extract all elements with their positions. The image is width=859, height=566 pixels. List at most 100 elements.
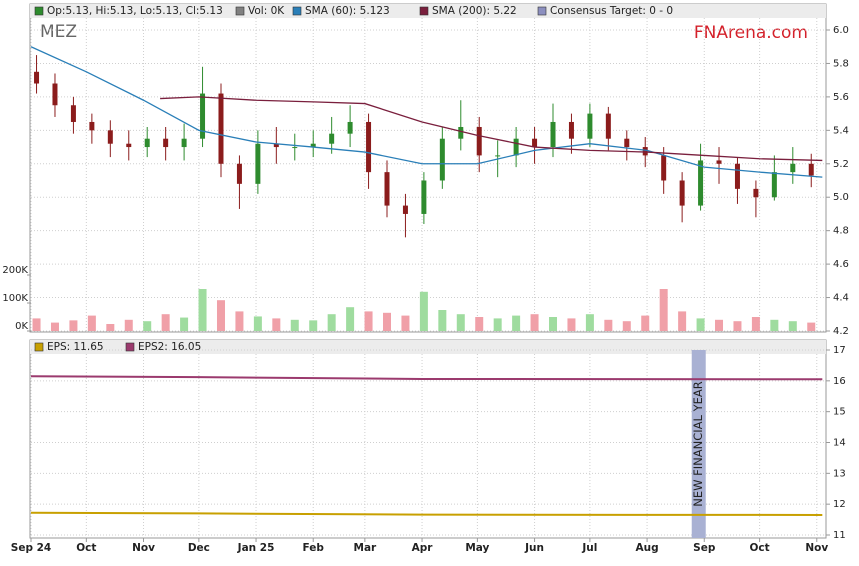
candle-body <box>181 138 187 148</box>
candle-body <box>439 138 445 181</box>
candle-body <box>550 121 556 148</box>
x-tick-label: Dec <box>188 542 210 554</box>
volume-bar <box>567 318 576 331</box>
volume-bar <box>659 289 668 331</box>
y-tick-label: 15 <box>833 407 846 418</box>
volume-bar <box>32 318 41 331</box>
candle-body <box>513 138 519 156</box>
volume-tick-label: 100K <box>2 293 28 304</box>
legend-label: SMA (60): 5.123 <box>305 5 390 17</box>
y-tick-label: 4.8 <box>833 226 849 237</box>
volume-bar <box>530 314 539 331</box>
volume-bar <box>475 317 484 331</box>
candle-body <box>255 143 261 184</box>
volume-bar <box>235 311 244 331</box>
candle-body <box>642 147 648 156</box>
candle-body <box>734 163 740 189</box>
candle-body <box>753 188 759 198</box>
legend-label: SMA (200): 5.22 <box>432 5 517 17</box>
legend-label: EPS2: 16.05 <box>138 341 201 353</box>
series-line <box>30 46 823 178</box>
volume-bar <box>419 291 428 331</box>
candle-body <box>347 121 353 134</box>
candle-body <box>236 163 242 184</box>
legend-label: Op:5.13, Hi:5.13, Lo:5.13, Cl:5.13 <box>47 5 223 17</box>
x-tick-label: May <box>465 542 489 554</box>
volume-bar <box>87 315 96 331</box>
legend-label: EPS: 11.65 <box>47 341 104 353</box>
candle-body <box>200 93 206 139</box>
volume-bar <box>309 320 318 331</box>
candle-body <box>292 147 298 149</box>
x-tick-label: Jan 25 <box>237 542 275 554</box>
candle-body <box>421 180 427 214</box>
volume-bar <box>216 300 225 331</box>
candle-body <box>716 160 722 164</box>
volume-bar <box>198 289 207 331</box>
series-line <box>30 511 823 516</box>
volume-bar <box>788 321 797 331</box>
x-tick-label: Nov <box>132 542 155 554</box>
y-tick-label: 4.4 <box>833 293 849 304</box>
y-tick-label: 13 <box>833 468 846 479</box>
legend-swatch <box>34 6 44 16</box>
volume-bar <box>678 311 687 331</box>
x-tick-label: Aug <box>636 542 659 554</box>
candle-body <box>273 143 279 148</box>
candle-body <box>458 126 464 139</box>
volume-bar <box>751 317 760 331</box>
x-tick-label: Nov <box>805 542 828 554</box>
volume-bar <box>161 314 170 331</box>
y-tick-label: 12 <box>833 499 846 510</box>
watermark: FNArena.com <box>694 23 808 43</box>
volume-bar <box>50 322 59 331</box>
y-tick-label: 11 <box>833 530 846 541</box>
series-line <box>160 96 823 162</box>
candle-body <box>790 163 796 173</box>
volume-bar <box>124 319 133 331</box>
candle-body <box>605 113 611 139</box>
candle-body <box>568 121 574 139</box>
volume-bar <box>253 316 262 331</box>
legend-swatch <box>125 342 135 352</box>
y-tick-label: 5.6 <box>833 92 849 103</box>
volume-bar <box>327 314 336 331</box>
volume-bar <box>456 314 465 331</box>
volume-bar <box>696 318 705 331</box>
candle-body <box>771 172 777 198</box>
band-label: NEW FINANCIAL YEAR <box>691 381 705 506</box>
y-tick-label: 4.2 <box>833 326 849 337</box>
x-tick-label: Jun <box>524 542 544 554</box>
volume-bar <box>770 319 779 331</box>
volume-bar <box>106 324 115 331</box>
volume-bar <box>272 318 281 331</box>
legend-swatch <box>235 6 245 16</box>
x-tick-label: Feb <box>303 542 325 554</box>
legend-swatch <box>34 342 44 352</box>
volume-bar <box>493 318 502 331</box>
candle-body <box>107 130 113 144</box>
candle-body <box>532 138 538 148</box>
candle-body <box>366 121 372 173</box>
ticker: MEZ <box>40 22 77 42</box>
candle-body <box>329 133 335 144</box>
volume-bar <box>346 307 355 331</box>
legend-label: Consensus Target: 0 - 0 <box>550 5 673 17</box>
candle-body <box>163 138 169 148</box>
candle-body <box>34 71 40 84</box>
x-tick-label: Oct <box>750 542 770 554</box>
volume-bar <box>401 315 410 331</box>
x-tick-label: Sep 24 <box>11 542 51 554</box>
candle-body <box>679 180 685 206</box>
eps-panel <box>29 339 827 539</box>
y-tick-label: 16 <box>833 376 846 387</box>
volume-bar <box>364 311 373 331</box>
legend-swatch <box>419 6 429 16</box>
y-tick-label: 6.0 <box>833 25 849 36</box>
legend-label: Vol: 0K <box>248 5 285 17</box>
volume-bar <box>733 321 742 331</box>
y-tick-label: 5.8 <box>833 58 849 69</box>
candle-body <box>587 113 593 139</box>
volume-bar <box>715 319 724 331</box>
